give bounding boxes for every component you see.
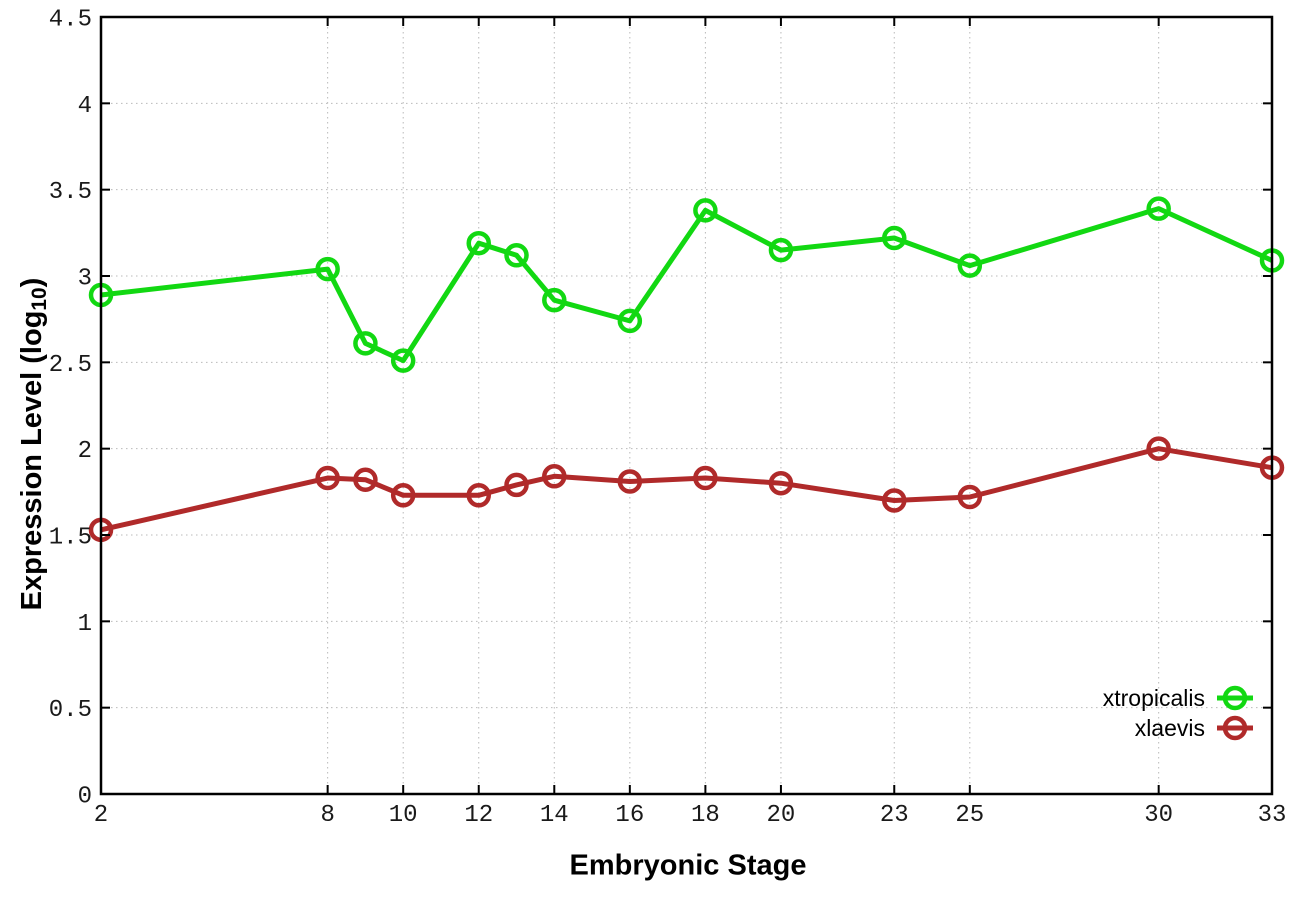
y-axis-title-post: ) [15,277,48,288]
y-tick-label: 4.5 [49,7,92,34]
series-xtropicalis-marker [957,253,983,278]
series-xtropicalis-marker [466,230,491,256]
series-xlaevis-marker [617,469,643,494]
x-tick-label: 23 [880,802,909,829]
series-xlaevis-marker [315,465,340,491]
gridlines [101,17,1272,794]
x-tick-label: 25 [955,802,984,829]
tick-labels: 2 8 10 12 14 16 18 20 23 25 30 33 0 0.5 1 1.5 2 2.5 3 3.5 4 4… [49,7,1287,830]
series-xlaevis-marker [390,483,416,508]
x-tick-label: 20 [767,802,796,829]
y-tick-label: 3.5 [49,179,92,206]
series-xlaevis-marker [768,470,794,496]
series-xtropicalis-marker [617,308,643,334]
y-tick-label: 0.5 [49,697,92,724]
series-xtropicalis-marker [390,348,416,373]
series-xtropicalis-marker [768,237,794,263]
x-tick-label: 14 [540,802,569,829]
x-tick-label: 30 [1144,802,1173,829]
legend-label-xlaevis: xlaevis [1135,715,1205,741]
series-xtropicalis-marker [693,198,718,223]
plot-border-rect [99,15,1274,796]
legend-sample-marker-xtropicalis [1222,685,1248,711]
y-tick-label: 4 [78,93,92,120]
plot-border [99,15,1274,796]
y-tick-label: 2.5 [49,352,92,379]
y-tick-label: 3 [78,266,92,293]
series-xtropicalis-marker [542,287,567,313]
y-axis-title-subscript: 10 [28,287,52,311]
x-tick-label: 16 [615,802,644,829]
series-xlaevis-marker [504,472,529,498]
y-axis-title: Expression Level (log10) [16,278,52,611]
y-tick-label: 2 [78,438,92,465]
series-xtropicalis-marker [353,331,378,356]
x-tick-label: 12 [464,802,493,829]
x-axis-title-text: Embryonic Stage [569,849,807,882]
y-tick-label: 1.5 [49,525,92,552]
x-axis-title: Embryonic Stage [570,850,807,883]
axis-ticks [100,16,1273,795]
y-axis-title-pre: Expression Level (log [15,310,48,611]
series-xlaevis-marker [1146,436,1171,461]
y-tick-label: 0 [78,784,92,811]
x-tick-label: 2 [94,802,108,829]
x-tick-label: 33 [1258,802,1287,829]
series-xlaevis-marker [353,467,378,492]
series-xtropicalis-marker [315,256,340,282]
series-xtropicalis-marker [1146,196,1171,221]
series-xlaevis-marker [466,483,491,508]
series-xtropicalis-marker [504,243,529,268]
series-xlaevis-marker [542,464,567,489]
y-tick-label: 1 [78,611,92,638]
x-tick-label: 18 [691,802,720,829]
series-xlaevis-line [100,446,1273,533]
x-tick-label: 8 [320,802,334,829]
series-xlaevis-marker [693,465,718,491]
legend-sample-marker-xlaevis [1222,715,1248,741]
x-tick-label: 10 [389,802,418,829]
series-xlaevis-marker [957,484,983,510]
series-xtropicalis-marker [882,225,907,251]
legend-label-xtropicalis: xtropicalis [1103,685,1205,711]
series-xtropicalis-line [100,206,1274,364]
legend: xtropicalis xlaevis [1103,685,1253,741]
series-xlaevis-marker [882,488,907,513]
data-series [88,196,1285,543]
